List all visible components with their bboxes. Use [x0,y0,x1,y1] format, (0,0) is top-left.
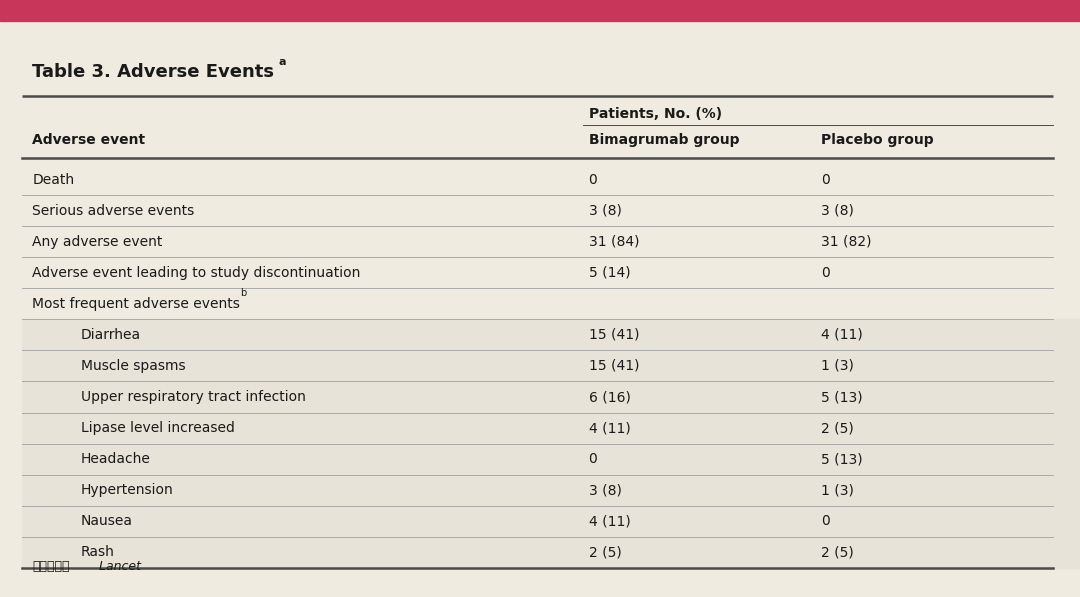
Text: Lancet: Lancet [95,560,141,573]
Text: Hypertension: Hypertension [81,483,174,497]
Text: 15 (41): 15 (41) [589,328,639,342]
Text: 0: 0 [821,266,829,280]
Bar [22,381,1080,413]
Text: Any adverse event: Any adverse event [32,235,163,249]
Text: 3 (8): 3 (8) [821,204,853,218]
Text: Lipase level increased: Lipase level increased [81,421,234,435]
Bar [22,350,1080,381]
Text: Rash: Rash [81,545,114,559]
Text: Upper respiratory tract infection: Upper respiratory tract infection [81,390,306,404]
Text: 0: 0 [821,173,829,187]
Text: Headache: Headache [81,452,151,466]
Text: Bimagrumab group: Bimagrumab group [589,133,739,146]
Text: 资料来源：: 资料来源： [32,560,70,573]
Text: 6 (16): 6 (16) [589,390,631,404]
Text: 4 (11): 4 (11) [589,421,631,435]
Text: Most frequent adverse events: Most frequent adverse events [32,297,240,311]
Text: 0: 0 [589,452,597,466]
Text: 31 (82): 31 (82) [821,235,872,249]
Text: 15 (41): 15 (41) [589,359,639,373]
Text: Nausea: Nausea [81,514,133,528]
Text: Placebo group: Placebo group [821,133,933,146]
Text: 2 (5): 2 (5) [589,545,621,559]
Text: 2 (5): 2 (5) [821,421,853,435]
Bar [22,506,1080,537]
Text: 3 (8): 3 (8) [589,204,621,218]
Text: 0: 0 [589,173,597,187]
Text: 0: 0 [821,514,829,528]
Text: Patients, No. (%): Patients, No. (%) [589,107,721,121]
Text: b: b [240,288,246,298]
Text: 31 (84): 31 (84) [589,235,639,249]
Text: Adverse event: Adverse event [32,133,146,146]
Text: 5 (13): 5 (13) [821,390,863,404]
Text: Adverse event leading to study discontinuation: Adverse event leading to study discontin… [32,266,361,280]
Text: Diarrhea: Diarrhea [81,328,141,342]
Bar [22,444,1080,475]
Text: Muscle spasms: Muscle spasms [81,359,186,373]
Text: Table 3. Adverse Events: Table 3. Adverse Events [32,63,274,81]
Text: 3 (8): 3 (8) [589,483,621,497]
Text: 1 (3): 1 (3) [821,483,853,497]
Text: Serious adverse events: Serious adverse events [32,204,194,218]
Text: 2 (5): 2 (5) [821,545,853,559]
Bar [22,537,1080,568]
Text: a: a [279,57,286,67]
Text: 4 (11): 4 (11) [589,514,631,528]
Text: 4 (11): 4 (11) [821,328,863,342]
Bar [22,413,1080,444]
Text: 5 (14): 5 (14) [589,266,631,280]
Bar [22,319,1080,350]
Text: 1 (3): 1 (3) [821,359,853,373]
Text: 5 (13): 5 (13) [821,452,863,466]
Bar [0,0,1080,21]
Text: Death: Death [32,173,75,187]
Bar [22,475,1080,506]
